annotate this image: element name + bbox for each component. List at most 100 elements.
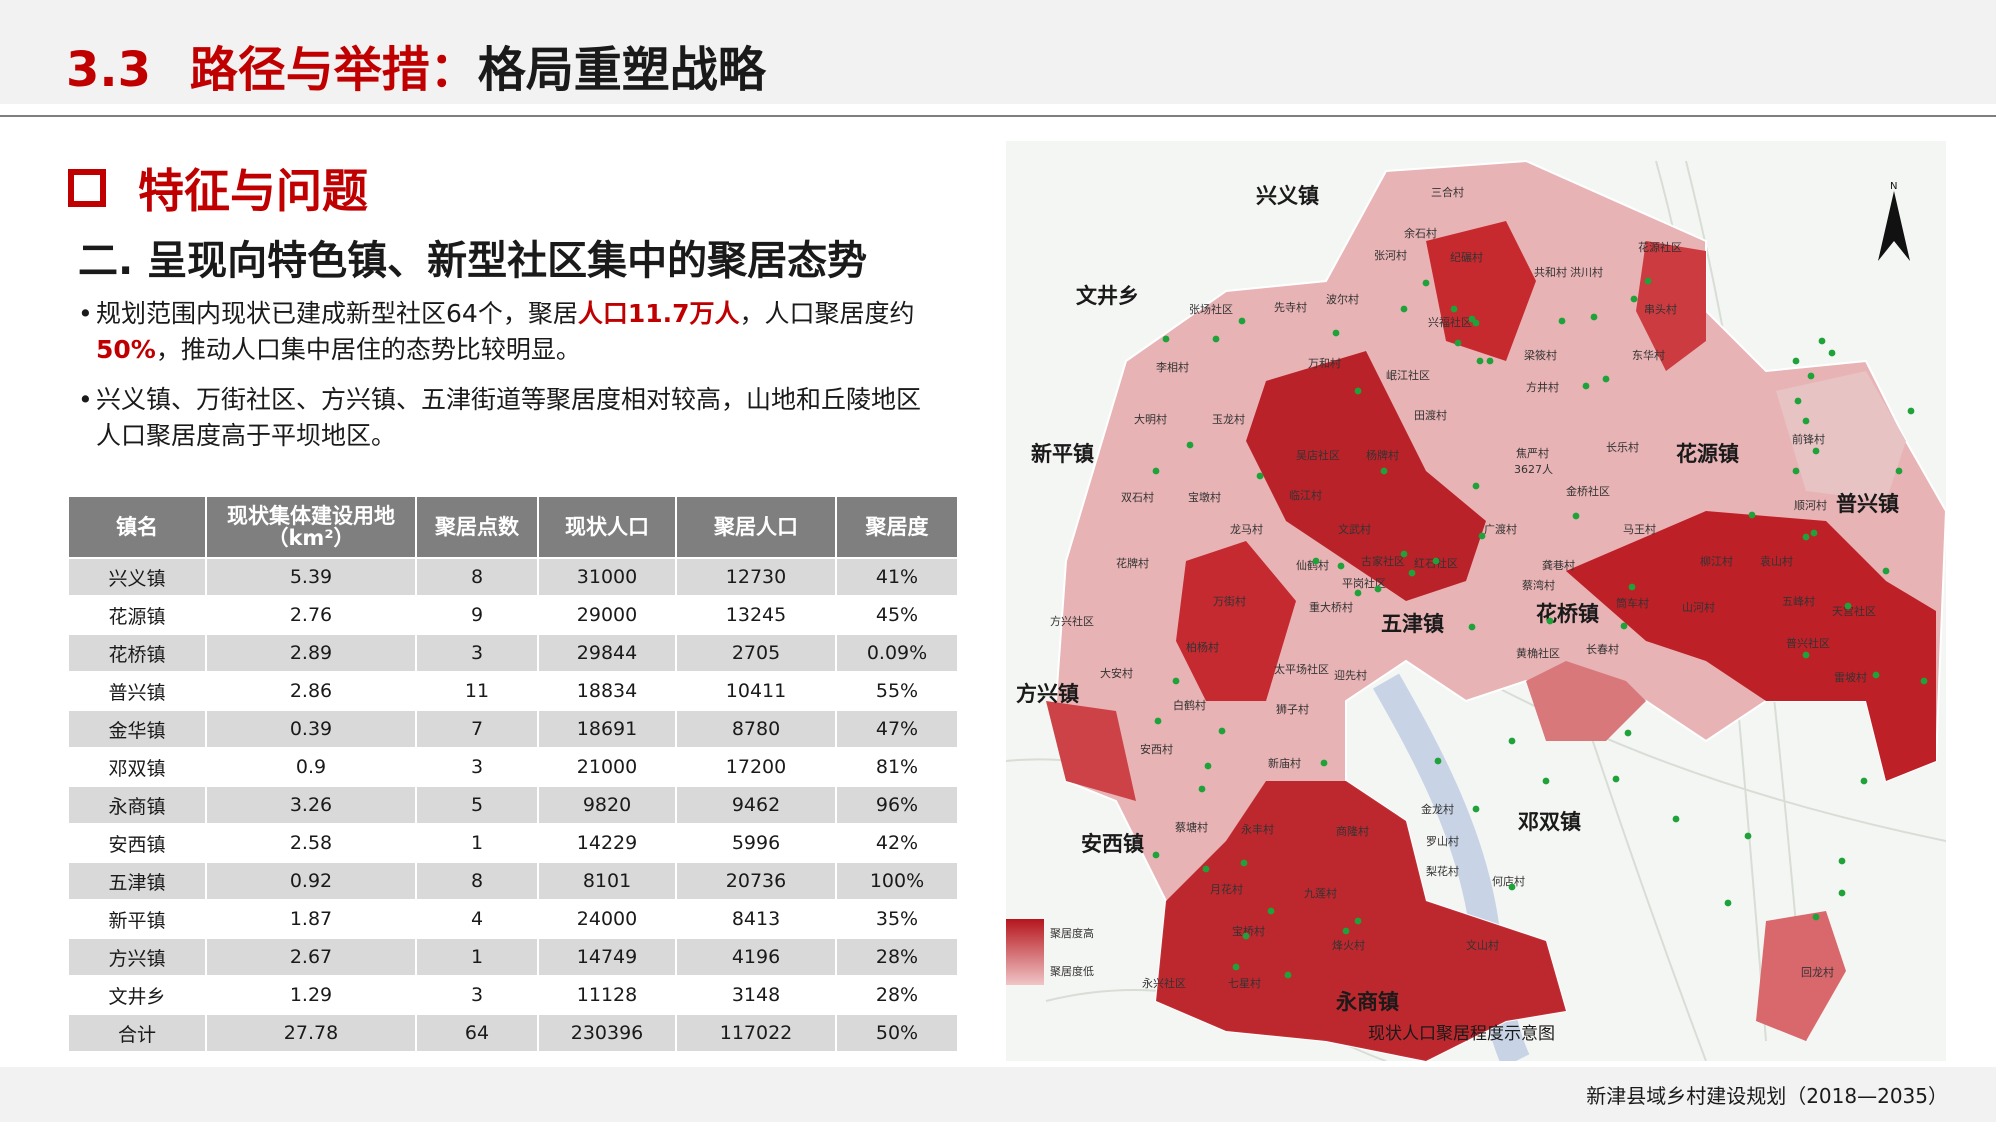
settlement-point [1812,447,1820,455]
settlement-point [1476,357,1484,365]
village-label: 蔡塘村 [1175,820,1208,834]
settlement-point [1162,335,1170,343]
settlement-point [1408,569,1416,577]
table-cell: 3 [415,633,539,673]
settlement-point [1354,387,1362,395]
table-cell: 117022 [675,1013,837,1053]
village-label: 前锋村 [1792,432,1825,446]
table-cell: 兴义镇 [67,557,207,597]
table-cell: 1.29 [205,975,417,1015]
settlement-point [1198,785,1206,793]
village-label: 张河村 [1374,248,1407,262]
table-cell: 42% [835,823,959,863]
settlement-point [1672,815,1680,823]
table-cell: 1 [415,823,539,863]
settlement-point [1546,617,1554,625]
table-cell: 17200 [675,747,837,787]
village-label: 山河村 [1682,600,1715,614]
settlement-point [1172,677,1180,685]
bullet-item: • 兴义镇、万街社区、方兴镇、五津街道等聚居度相对较高，山地和丘陵地区人口聚居度… [78,382,938,454]
village-label: 洪川村 [1570,265,1603,279]
table-cell: 28% [835,937,959,977]
village-label: 长春村 [1586,642,1619,656]
village-label: 柳江村 [1700,554,1733,568]
village-label: 顺河村 [1794,498,1827,512]
bullet-dot: • [78,299,93,328]
table-cell: 12730 [675,557,837,597]
village-label: 金桥社区 [1566,484,1610,498]
settlement-point [1792,357,1800,365]
settlement-point [1807,372,1815,380]
settlement-point [1810,529,1818,537]
table-row: 花桥镇 2.89 3 29844 2705 0.09% [67,633,959,673]
table-header-cell: 现状集体建设用地 （km²） [205,495,417,559]
settlement-point [1204,762,1212,770]
table-row: 金华镇 0.39 7 18691 8780 47% [67,709,959,749]
village-label: 3627人 [1514,463,1553,476]
square-bullet-icon [68,169,106,207]
village-label: 共和村 [1534,265,1567,279]
table-cell: 金华镇 [67,709,207,749]
table-cell: 8 [415,861,539,901]
settlement-point [1432,557,1440,565]
table-cell: 13245 [675,595,837,635]
table-cell: 花桥镇 [67,633,207,673]
village-label: 万和村 [1308,356,1341,370]
settlement-point [1794,397,1802,405]
settlement-point [1572,512,1580,520]
village-label: 九莲村 [1304,886,1337,900]
village-label: 花源社区 [1638,240,1682,254]
page-title-red: 路径与举措： [189,42,478,98]
settlement-point [1508,883,1516,891]
village-label: 永兴社区 [1142,976,1186,990]
village-label: 烽火村 [1332,938,1365,952]
village-label: 串头村 [1644,302,1677,316]
table-cell: 8413 [675,899,837,939]
table-cell: 2.58 [205,823,417,863]
table-cell: 3 [415,747,539,787]
table-header-cell: 聚居人口 [675,495,837,559]
low-density-zone [1776,371,1906,501]
village-label: 波尔村 [1326,292,1359,306]
village-label: 筒车村 [1616,596,1649,610]
bullet-highlight: 50% [96,335,156,364]
high-density-zone [1566,511,1936,781]
village-label: 龙马村 [1230,522,1263,536]
table-cell: 5 [415,785,539,825]
village-label: 袁山村 [1760,554,1793,568]
settlement-point [1400,305,1408,313]
table-cell: 2705 [675,633,837,673]
settlement-point [1792,467,1800,475]
settlement-point [1802,651,1810,659]
town-label: 花桥镇 [1536,602,1599,626]
bullet-text-part: ，人口聚居度约 [739,299,915,328]
settlement-point [1558,317,1566,325]
village-label: 柏杨村 [1186,640,1219,654]
settlement-point [1838,857,1846,865]
settlement-point [1312,557,1320,565]
town-label: 新平镇 [1031,442,1094,466]
table-cell: 230396 [537,1013,677,1053]
page-title-black: 格局重塑战略 [477,42,766,98]
settlement-point [1802,533,1810,541]
settlement-point [1472,482,1480,490]
table-header-cell: 聚居点数 [415,495,539,559]
settlement-point [1434,757,1442,765]
table-cell: 5996 [675,823,837,863]
settlement-point [1472,805,1480,813]
village-label: 双石村 [1121,490,1154,504]
village-label: 月花村 [1210,882,1243,896]
settlement-point [1844,602,1852,610]
page-title-number: 3.3 [66,42,152,98]
settlement-point [1860,777,1868,785]
footer-text: 新津县域乡村建设规划（2018—2035） [1586,1084,1948,1108]
table-cell: 41% [835,557,959,597]
village-label: 龚巷村 [1542,558,1575,572]
table-cell: 81% [835,747,959,787]
village-label: 普兴社区 [1786,636,1830,650]
table-cell: 18834 [537,671,677,711]
village-label: 文山村 [1466,938,1499,952]
settlement-point [1354,589,1362,597]
section-title: 特征与问题 [138,164,368,218]
